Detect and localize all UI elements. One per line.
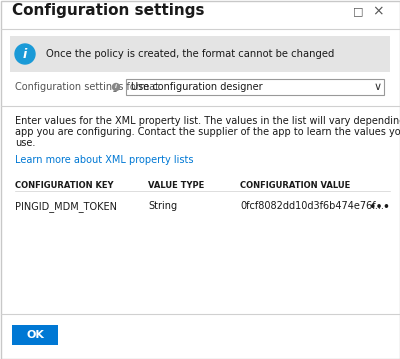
Circle shape [112, 84, 120, 90]
FancyBboxPatch shape [126, 79, 384, 95]
Text: •••: ••• [368, 201, 390, 214]
Text: Enter values for the XML property list. The values in the list will vary dependi: Enter values for the XML property list. … [15, 116, 400, 126]
Text: OK: OK [26, 330, 44, 340]
Text: ∨: ∨ [374, 82, 382, 92]
Text: i: i [115, 84, 117, 89]
Text: ×: × [372, 4, 384, 18]
Text: Configuration settings: Configuration settings [12, 4, 204, 19]
FancyBboxPatch shape [10, 36, 390, 72]
Text: CONFIGURATION VALUE: CONFIGURATION VALUE [240, 181, 350, 190]
FancyBboxPatch shape [10, 36, 40, 72]
Circle shape [15, 44, 35, 64]
Text: Once the policy is created, the format cannot be changed: Once the policy is created, the format c… [46, 49, 334, 59]
Text: □: □ [353, 6, 363, 16]
Text: 0fcf8082dd10d3f6b474e76f...: 0fcf8082dd10d3f6b474e76f... [240, 201, 384, 211]
Text: Use configuration designer: Use configuration designer [131, 82, 263, 92]
Text: Configuration settings format: Configuration settings format [15, 82, 159, 92]
Text: PINGID_MDM_TOKEN: PINGID_MDM_TOKEN [15, 201, 117, 212]
Text: VALUE TYPE: VALUE TYPE [148, 181, 204, 190]
Text: use.: use. [15, 138, 35, 148]
Text: CONFIGURATION KEY: CONFIGURATION KEY [15, 181, 114, 190]
Text: Learn more about XML property lists: Learn more about XML property lists [15, 155, 194, 165]
Text: i: i [23, 47, 27, 61]
FancyBboxPatch shape [12, 325, 58, 345]
Text: app you are configuring. Contact the supplier of the app to learn the values you: app you are configuring. Contact the sup… [15, 127, 400, 137]
Text: String: String [148, 201, 177, 211]
